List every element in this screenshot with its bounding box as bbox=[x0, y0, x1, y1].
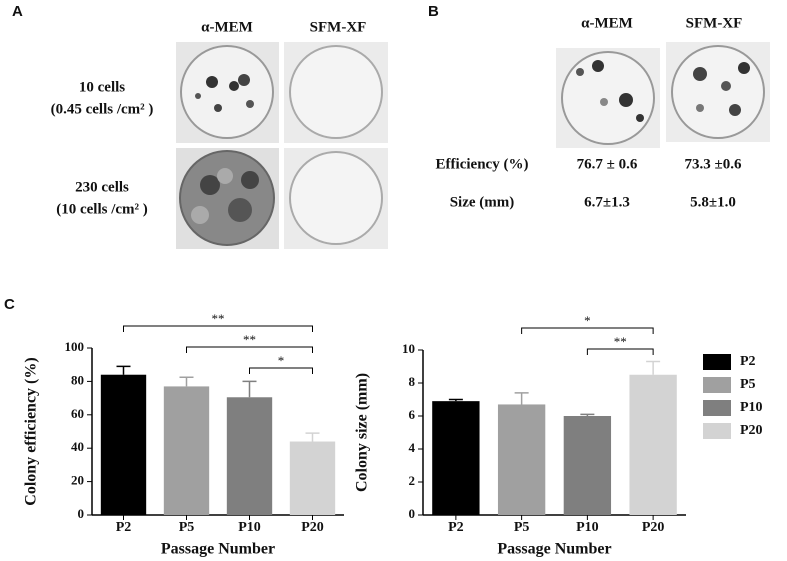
y-tick-label: 10 bbox=[402, 341, 415, 356]
cell-value: 73.3 ±0.6 bbox=[685, 156, 742, 172]
dish-photos bbox=[556, 42, 770, 148]
significance-label: ** bbox=[212, 311, 225, 326]
row-label: 10 cells bbox=[79, 79, 125, 95]
panel-label: B bbox=[428, 3, 439, 20]
bar bbox=[497, 404, 546, 515]
significance-bracket bbox=[123, 325, 313, 332]
x-tick-label: P2 bbox=[116, 520, 132, 535]
y-tick-label: 20 bbox=[71, 473, 84, 488]
y-tick-label: 2 bbox=[409, 473, 416, 488]
cell-value: 76.7 ± 0.6 bbox=[577, 156, 638, 172]
legend-label: P20 bbox=[740, 423, 763, 438]
x-tick-label: P5 bbox=[179, 520, 195, 535]
y-tick-label: 4 bbox=[409, 440, 416, 455]
x-axis-title: Passage Number bbox=[497, 541, 611, 558]
y-tick-label: 40 bbox=[71, 439, 84, 454]
significance-bracket bbox=[186, 346, 313, 353]
bar bbox=[563, 416, 612, 515]
y-tick-label: 0 bbox=[78, 506, 85, 521]
column-header: SFM-XF bbox=[686, 15, 743, 31]
row-label: Size (mm) bbox=[450, 194, 515, 210]
column-header: α-MEM bbox=[201, 19, 253, 35]
significance-label: ** bbox=[243, 332, 256, 347]
bar bbox=[100, 374, 147, 515]
x-axis-title: Passage Number bbox=[161, 541, 275, 558]
column-header: α-MEM bbox=[581, 15, 633, 31]
legend-swatch bbox=[703, 354, 731, 370]
y-axis-title: Colony size (mm) bbox=[354, 373, 371, 492]
error-bar bbox=[305, 432, 320, 442]
y-tick-label: 100 bbox=[65, 339, 85, 354]
legend-swatch bbox=[703, 377, 731, 393]
error-bar bbox=[116, 365, 131, 375]
significance-bracket bbox=[586, 348, 654, 355]
legend-label: P2 bbox=[740, 354, 756, 369]
significance-bracket bbox=[521, 327, 654, 334]
y-tick-label: 0 bbox=[409, 506, 416, 521]
y-tick-label: 60 bbox=[71, 406, 84, 421]
x-tick-label: P10 bbox=[576, 520, 599, 535]
cell-value: 6.7±1.3 bbox=[584, 194, 630, 210]
error-bar bbox=[514, 392, 529, 405]
x-tick-label: P5 bbox=[514, 520, 530, 535]
x-tick-label: P2 bbox=[448, 520, 464, 535]
panel-label: C bbox=[4, 296, 15, 313]
x-tick-label: P20 bbox=[642, 520, 665, 535]
legend-label: P5 bbox=[740, 377, 756, 392]
y-tick-label: 8 bbox=[409, 374, 416, 389]
error-bar bbox=[646, 360, 661, 375]
error-bar bbox=[242, 380, 257, 398]
error-bar bbox=[580, 413, 595, 416]
error-bar bbox=[448, 398, 463, 402]
significance-label: * bbox=[584, 313, 591, 328]
bar bbox=[432, 401, 480, 515]
significance-bracket bbox=[249, 367, 313, 374]
legend-label: P10 bbox=[740, 400, 763, 415]
row-label: (10 cells /cm² ) bbox=[56, 201, 148, 217]
legend-swatch bbox=[703, 423, 731, 439]
row-label: Efficiency (%) bbox=[436, 156, 529, 172]
significance-label: ** bbox=[614, 334, 627, 349]
significance-label: * bbox=[278, 353, 285, 368]
error-bar bbox=[179, 376, 194, 387]
bar bbox=[629, 374, 677, 515]
x-tick-label: P20 bbox=[301, 520, 324, 535]
x-tick-label: P10 bbox=[238, 520, 261, 535]
y-tick-label: 6 bbox=[409, 407, 416, 422]
row-label: (0.45 cells /cm² ) bbox=[51, 101, 154, 117]
y-axis-title: Colony efficiency (%) bbox=[23, 357, 40, 505]
bar bbox=[226, 397, 273, 515]
y-tick-label: 80 bbox=[71, 372, 84, 387]
row-label: 230 cells bbox=[75, 179, 129, 195]
bar bbox=[289, 441, 336, 515]
column-header: SFM-XF bbox=[310, 19, 367, 35]
cell-value: 5.8±1.0 bbox=[690, 194, 736, 210]
dish-photos bbox=[176, 42, 388, 249]
bar bbox=[163, 386, 210, 515]
panel-label: A bbox=[12, 3, 23, 20]
legend-swatch bbox=[703, 400, 731, 416]
